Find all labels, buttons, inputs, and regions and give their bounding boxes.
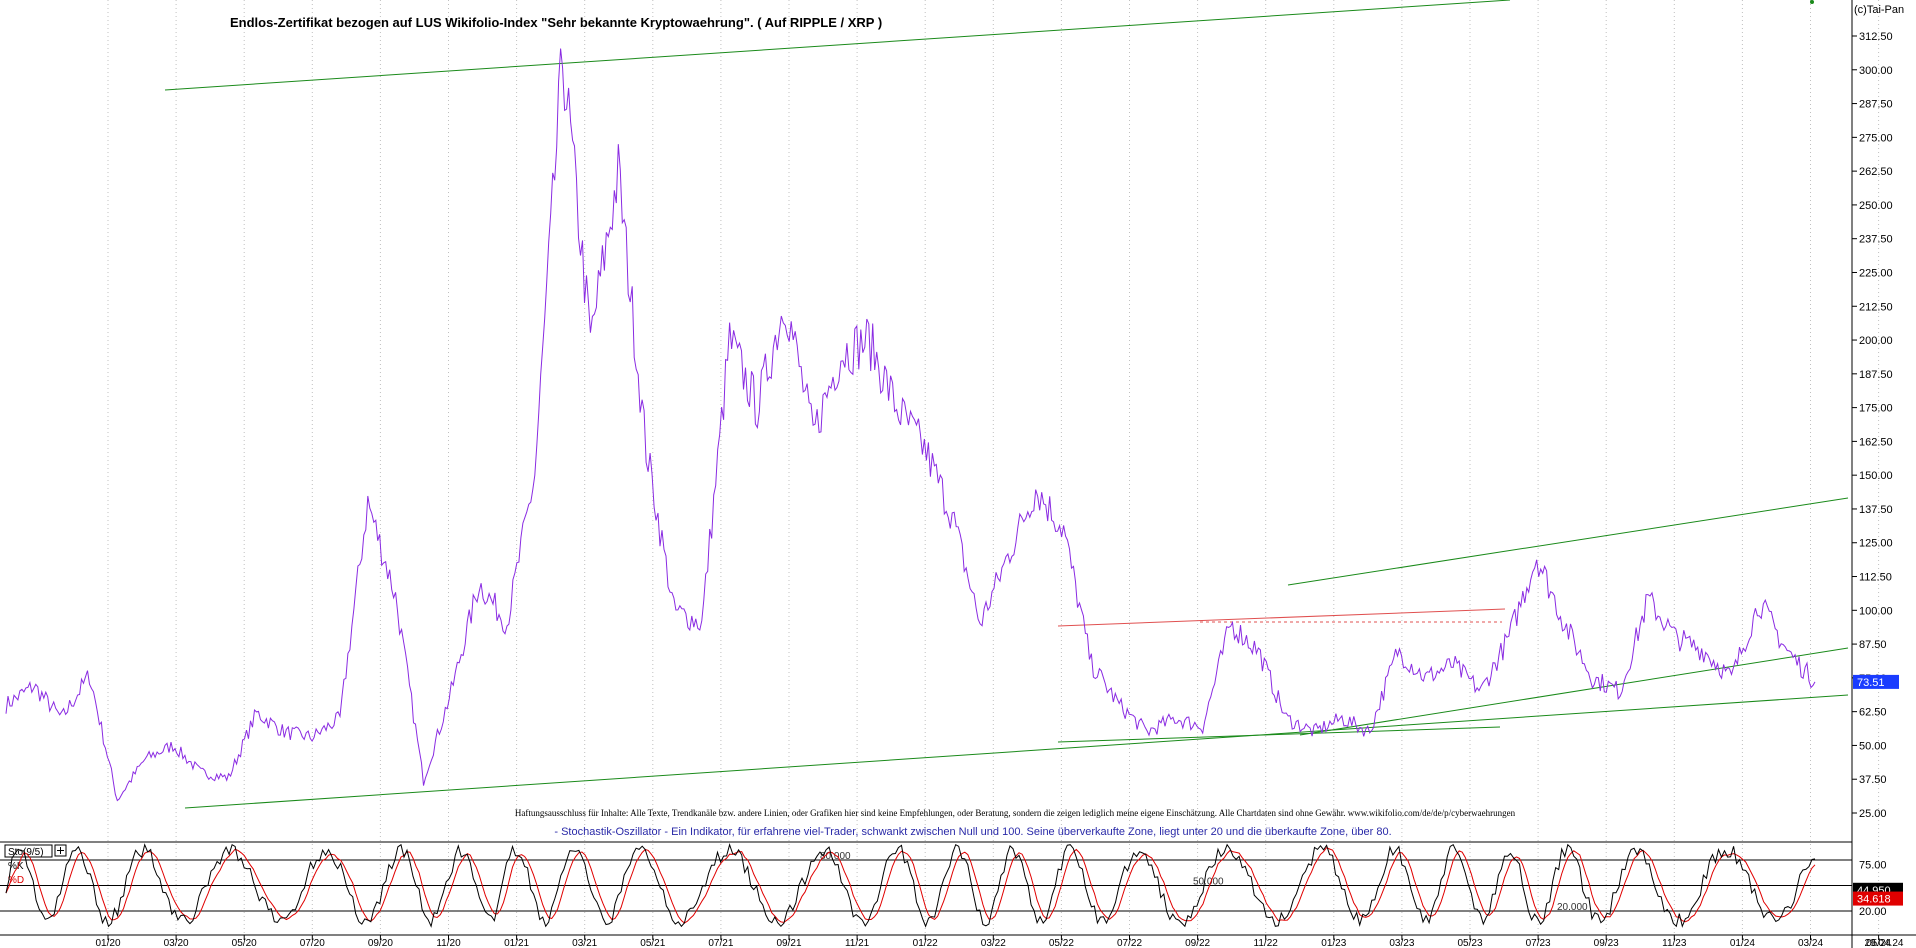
copyright-label: (c)Tai-Pan xyxy=(1854,4,1904,16)
y-tick-label: 250.00 xyxy=(1859,200,1893,212)
x-tick-label: 01/20 xyxy=(95,938,120,948)
lower-long-trend-line xyxy=(184,694,1849,809)
x-tick-label: 01/22 xyxy=(913,938,938,948)
y-tick-label: 225.00 xyxy=(1859,267,1893,279)
x-tick-label: 09/23 xyxy=(1594,938,1619,948)
x-tick-label: 09/22 xyxy=(1185,938,1210,948)
y-tick-label: 175.00 xyxy=(1859,403,1893,415)
y-tick-label: 112.50 xyxy=(1859,572,1892,584)
y-tick-label: 62.50 xyxy=(1859,707,1887,719)
x-tick-label: 07/21 xyxy=(708,938,733,948)
upper-long-trend-line xyxy=(164,0,1511,91)
x-tick-label: 05/24 xyxy=(1866,938,1891,948)
y-tick-label: 200.00 xyxy=(1859,335,1893,347)
k-line xyxy=(5,842,1816,928)
stoch-y-label: 75.00 xyxy=(1859,859,1887,871)
upper-channel-line xyxy=(1287,497,1849,586)
x-tick-label: 11/21 xyxy=(845,938,870,948)
y-tick-label: 50.00 xyxy=(1859,740,1887,752)
stoch-y-label: 20.00 xyxy=(1859,906,1887,918)
x-tick-label: 11/23 xyxy=(1662,938,1687,948)
last-price-label: 73.51 xyxy=(1857,677,1885,689)
y-tick-label: 312.50 xyxy=(1859,31,1893,43)
trend-lines xyxy=(164,0,1849,809)
x-tick-label: 03/23 xyxy=(1389,938,1414,948)
stoch-level-label: 20.000 xyxy=(1557,902,1588,913)
x-tick-label: 01/21 xyxy=(504,938,529,948)
stoch-level-label: 50.000 xyxy=(1193,877,1224,888)
y-tick-label: 87.50 xyxy=(1859,639,1887,651)
chart-title: Endlos-Zertifikat bezogen auf LUS Wikifo… xyxy=(230,15,882,30)
y-tick-label: 187.50 xyxy=(1859,369,1893,381)
x-tick-label: 11/22 xyxy=(1254,938,1279,948)
x-tick-label: 05/23 xyxy=(1457,938,1482,948)
y-tick-label: 100.00 xyxy=(1859,605,1893,617)
y-tick-label: 25.00 xyxy=(1859,808,1887,820)
x-tick-label: 05/21 xyxy=(640,938,665,948)
price-series xyxy=(5,48,1816,802)
disclaimer-text: Haftungsausschluss für Inhalte: Alle Tex… xyxy=(515,808,1516,818)
lower-channel-line xyxy=(1299,647,1849,736)
x-tick-label: 09/21 xyxy=(776,938,801,948)
y-tick-label: 212.50 xyxy=(1859,301,1893,313)
x-tick-label: 03/24 xyxy=(1798,938,1823,948)
last-price-badge xyxy=(1853,674,1899,689)
x-tick-label: 05/20 xyxy=(232,938,257,948)
x-tick-label: 11/20 xyxy=(436,938,461,948)
d-last-label: 34.618 xyxy=(1857,894,1891,906)
x-tick-label: 07/22 xyxy=(1117,938,1142,948)
y-tick-label: 237.50 xyxy=(1859,234,1893,246)
stochastic-description: - Stochastik-Oszillator - Ein Indikator,… xyxy=(554,826,1391,838)
price-line xyxy=(5,48,1816,802)
d-last-badge xyxy=(1853,891,1903,906)
stochastic-panel: 80.000 50.000 20.000 Sto(9/5) %K %D 75.00 20.00… xyxy=(0,841,1903,928)
date-x-axis: 01/20 03/20 05/20 07/20 09/20 11/20 01/21 03/21… xyxy=(95,935,1904,948)
y-tick-label: 125.00 xyxy=(1859,538,1893,550)
x-tick-label: 09/20 xyxy=(368,938,393,948)
x-tick-label: 03/20 xyxy=(164,938,189,948)
stoch-title: Sto(9/5) xyxy=(8,847,44,858)
stoch-level-label: 80.000 xyxy=(820,851,851,862)
stoch-title-box xyxy=(4,844,53,858)
support-line xyxy=(1057,726,1501,743)
y-tick-label: 162.50 xyxy=(1859,436,1893,448)
x-tick-label: 03/22 xyxy=(981,938,1006,948)
x-end-date-label: 29.04.24 xyxy=(1865,938,1904,948)
y-tick-label: 300.00 xyxy=(1859,65,1893,77)
y-tick-label: 137.50 xyxy=(1859,504,1893,516)
trend-marker xyxy=(1810,0,1814,4)
y-tick-label: 287.50 xyxy=(1859,99,1893,111)
d-legend: %D xyxy=(8,875,24,886)
x-tick-label: 03/21 xyxy=(572,938,597,948)
y-tick-label: 150.00 xyxy=(1859,470,1893,482)
y-tick-label: 275.00 xyxy=(1859,132,1893,144)
resistance-line xyxy=(1057,608,1506,627)
y-tick-label: 262.50 xyxy=(1859,166,1893,178)
y-tick-label: 37.50 xyxy=(1859,774,1887,786)
k-legend: %K xyxy=(8,861,24,872)
price-y-axis: 312.50 300.00 287.50 275.00 262.50 250.00 237.… xyxy=(1852,31,1899,820)
x-tick-label: 01/23 xyxy=(1321,938,1346,948)
x-tick-label: 07/23 xyxy=(1526,938,1551,948)
x-tick-label: 01/24 xyxy=(1730,938,1755,948)
x-tick-label: 05/22 xyxy=(1049,938,1074,948)
d-line xyxy=(5,846,1816,924)
x-tick-label: 07/20 xyxy=(300,938,325,948)
